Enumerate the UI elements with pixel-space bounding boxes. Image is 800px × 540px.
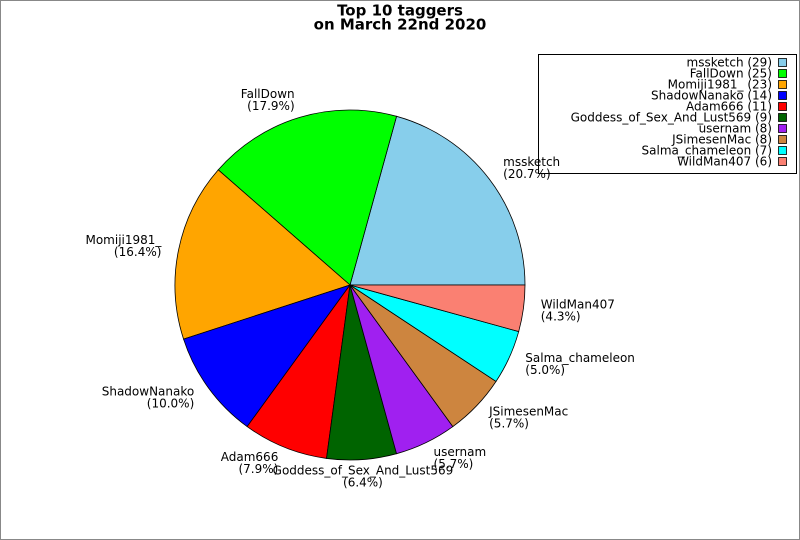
legend-swatch — [778, 157, 787, 166]
slice-label: JSimesenMac — [488, 405, 568, 419]
slice-label: Goddess_of_Sex_And_Lust569 — [273, 464, 454, 478]
legend-label: mssketch (29) — [687, 56, 772, 70]
legend-label: ShadowNanako (14) — [651, 89, 772, 103]
legend-swatch — [778, 91, 787, 100]
slice-percent: (7.9%) — [238, 462, 278, 476]
legend-label: WildMan407 (6) — [677, 155, 772, 169]
legend-box — [538, 54, 797, 174]
slice-percent: (6.4%) — [343, 476, 383, 490]
legend-swatch — [778, 135, 787, 144]
legend-label: FallDown (25) — [690, 67, 772, 81]
legend-swatch — [778, 69, 787, 78]
slice-label: Salma_chameleon — [525, 351, 635, 365]
slice-label: Adam666 — [221, 450, 279, 464]
slice-label: usernam — [434, 445, 487, 459]
legend-swatch — [778, 146, 787, 155]
legend-label: Salma_chameleon (7) — [642, 144, 772, 158]
chart-subtitle: on March 22nd 2020 — [314, 16, 487, 34]
legend-label: Adam666 (11) — [686, 100, 772, 114]
slice-label: mssketch — [503, 155, 560, 169]
pie-slice — [183, 284, 352, 428]
slice-percent: (20.7%) — [503, 167, 550, 181]
slice-percent: (5.7%) — [489, 417, 529, 431]
legend-swatch — [778, 58, 787, 67]
pie-slice — [217, 109, 398, 286]
pie-slice — [349, 284, 526, 333]
chart-title: Top 10 taggers — [337, 2, 463, 20]
legend-swatch — [778, 80, 787, 89]
legend-swatch — [778, 113, 787, 122]
legend-label: JSimesenMac (8) — [671, 133, 772, 147]
legend-label: Goddess_of_Sex_And_Lust569 (9) — [571, 111, 772, 125]
slice-percent: (5.0%) — [525, 363, 565, 377]
slice-percent: (17.9%) — [247, 99, 294, 113]
slice-label: WildMan407 — [541, 297, 615, 311]
legend-label: Momiji1981_ (23) — [668, 78, 772, 92]
legend-swatch — [778, 124, 787, 133]
slice-percent: (16.4%) — [114, 245, 161, 259]
legend-label: usernam (8) — [699, 122, 772, 136]
slice-percent: (5.7%) — [434, 457, 474, 471]
slice-label: FallDown — [241, 87, 295, 101]
pie-slice — [174, 169, 351, 340]
pie-slice — [349, 115, 526, 286]
slice-percent: (10.0%) — [147, 397, 194, 411]
slice-label: Momiji1981_ — [85, 233, 162, 247]
legend-swatch — [778, 102, 787, 111]
slice-label: ShadowNanako — [102, 385, 195, 399]
slice-percent: (4.3%) — [541, 309, 581, 323]
